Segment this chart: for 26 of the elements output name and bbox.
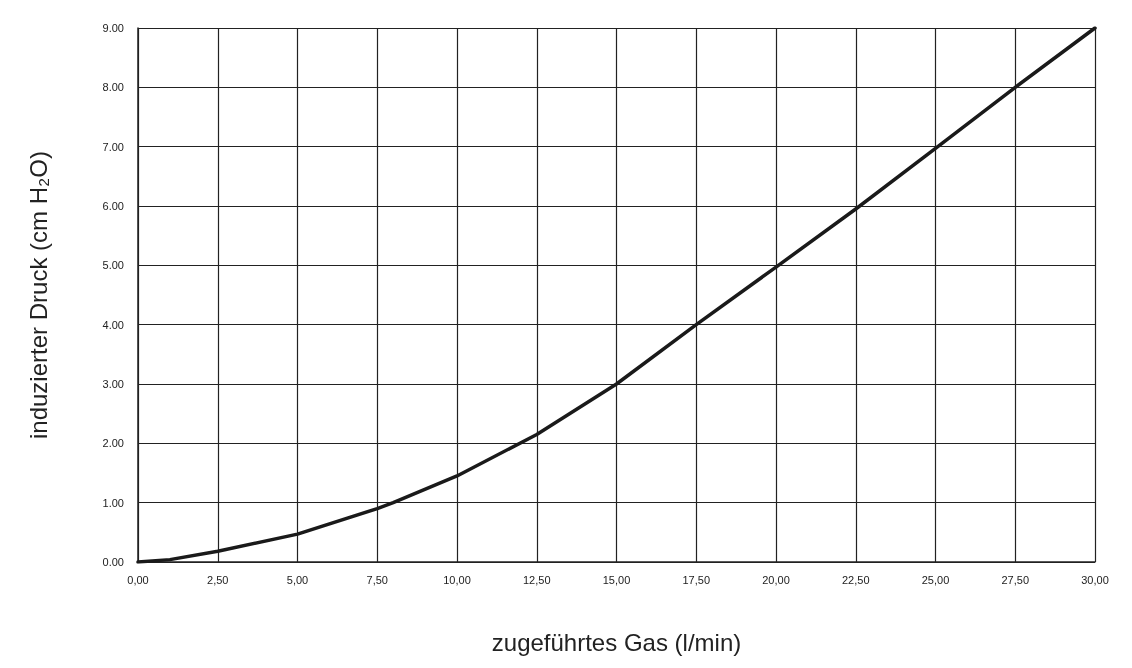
y-tick-label: 0.00 xyxy=(102,556,124,568)
x-tick-label: 10,00 xyxy=(443,573,471,586)
x-tick-label: 25,00 xyxy=(921,573,950,586)
y-tick-label: 9.00 xyxy=(102,22,124,34)
y-tick-label: 5.00 xyxy=(102,259,124,272)
y-tick-label: 6.00 xyxy=(102,200,124,212)
y-tick-label: 2.00 xyxy=(102,437,124,450)
y-tick-label: 8.00 xyxy=(102,81,124,94)
y-tick-label: 4.00 xyxy=(102,318,124,331)
x-tick-label: 2,50 xyxy=(207,573,229,586)
x-tick-label: 12,50 xyxy=(522,573,551,586)
x-tick-label: 20,00 xyxy=(762,573,790,586)
x-tick-label: 17,50 xyxy=(682,573,711,586)
x-tick-label: 27,50 xyxy=(1001,573,1030,586)
y-tick-label: 1.00 xyxy=(102,496,124,509)
x-tick-label: 5,00 xyxy=(286,573,309,586)
x-axis-title: zugeführtes Gas (l/min) xyxy=(491,628,742,656)
y-tick-label: 3.00 xyxy=(102,378,124,390)
y-tick-label: 7.00 xyxy=(102,140,124,153)
x-tick-label: 15,00 xyxy=(602,573,631,586)
x-tick-label: 7,50 xyxy=(366,573,388,586)
x-tick-label: 0,00 xyxy=(127,573,149,586)
line-series xyxy=(136,26,1097,564)
y-axis-title: induzierter Druck (cm H₂O) xyxy=(24,150,52,440)
x-tick-label: 30,00 xyxy=(1081,573,1109,586)
x-tick-label: 22,50 xyxy=(841,573,870,586)
